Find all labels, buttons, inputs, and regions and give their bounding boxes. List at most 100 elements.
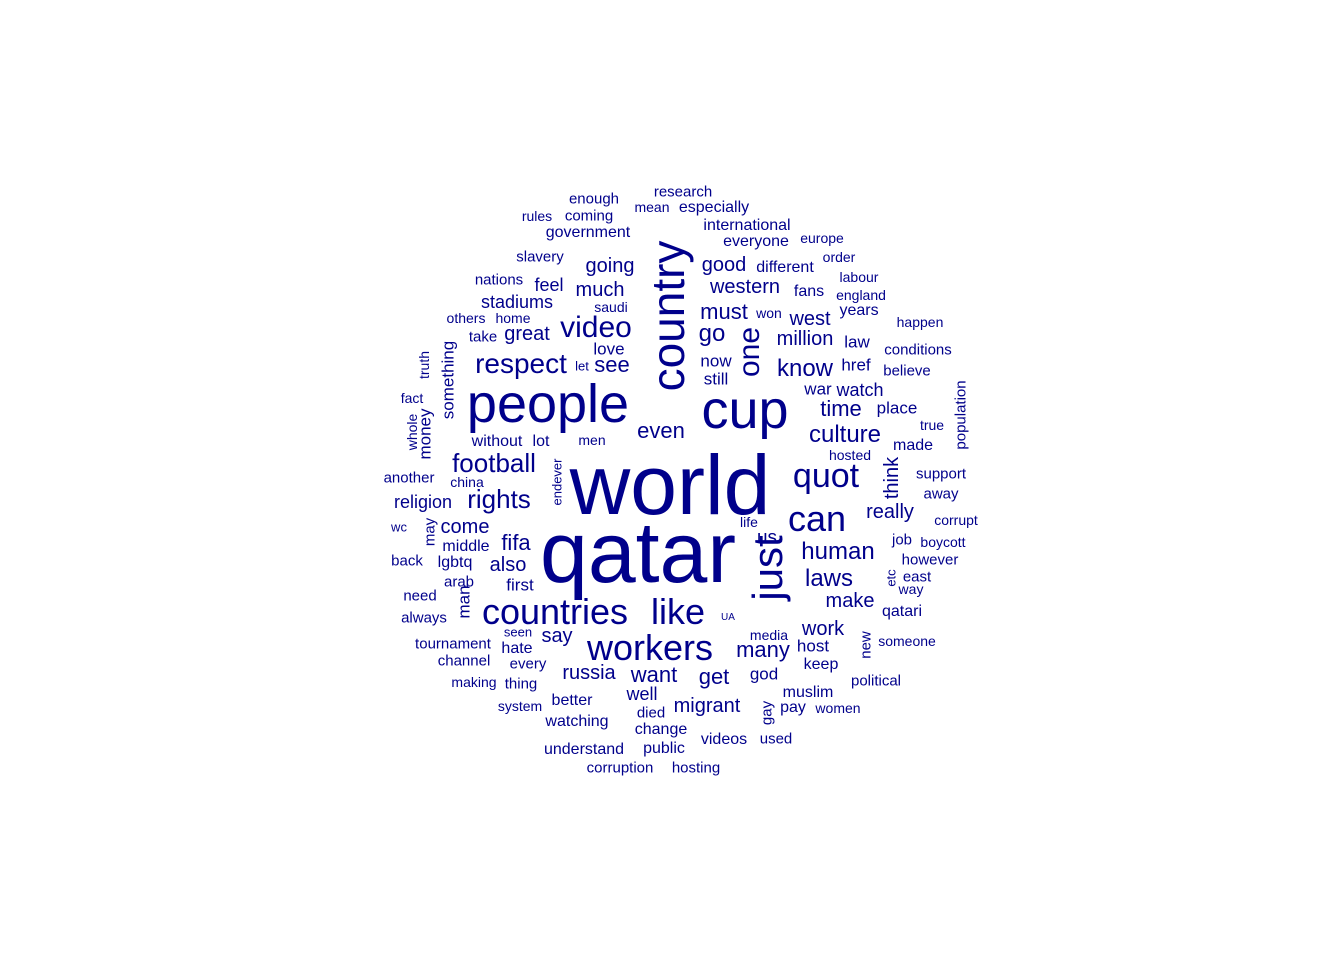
- cloud-word: england: [836, 287, 886, 303]
- cloud-word: qatari: [881, 603, 923, 620]
- cloud-word: come: [440, 516, 490, 538]
- cloud-word: war: [804, 379, 832, 399]
- cloud-word: take: [468, 328, 498, 346]
- cloud-word: job: [891, 531, 913, 549]
- cloud-word: arab: [443, 573, 475, 591]
- cloud-word: like: [650, 591, 706, 632]
- cloud-word: back: [391, 552, 423, 570]
- cloud-word: conditions: [884, 341, 952, 359]
- cloud-word: etc: [883, 569, 899, 587]
- cloud-word: also: [489, 554, 527, 576]
- cloud-word: everyone: [723, 233, 789, 250]
- cloud-word: gay: [758, 700, 776, 726]
- cloud-word: many: [736, 637, 790, 662]
- cloud-word: qatar: [539, 505, 737, 601]
- cloud-word: nations: [474, 271, 524, 289]
- cloud-word: first: [506, 575, 534, 595]
- cloud-word: respect: [475, 348, 567, 379]
- cloud-word: watching: [545, 713, 609, 730]
- cloud-word: government: [545, 224, 631, 241]
- cloud-word: understand: [543, 741, 625, 758]
- cloud-word: media: [749, 627, 789, 643]
- cloud-word: UA: [721, 612, 735, 623]
- cloud-word: can: [787, 498, 847, 539]
- cloud-word: labour: [839, 269, 879, 285]
- cloud-word: happen: [896, 314, 944, 330]
- cloud-word: work: [801, 618, 845, 640]
- cloud-word: must: [700, 299, 748, 324]
- cloud-word: us: [756, 527, 778, 549]
- cloud-word: however: [901, 551, 959, 569]
- cloud-word: football: [452, 448, 536, 478]
- cloud-word: truth: [416, 350, 432, 380]
- cloud-word: used: [759, 730, 793, 748]
- cloud-word: political: [850, 672, 902, 690]
- cloud-word: man: [454, 585, 474, 619]
- cloud-word: different: [756, 259, 814, 276]
- cloud-word: international: [703, 217, 791, 234]
- cloud-word: thing: [504, 675, 538, 693]
- cloud-word: fans: [793, 283, 825, 300]
- cloud-word: culture: [808, 421, 882, 448]
- cloud-word: hosted: [828, 447, 872, 463]
- cloud-word: without: [471, 433, 523, 450]
- cloud-word: another: [383, 469, 435, 487]
- cloud-word: population: [952, 380, 970, 450]
- cloud-word: made: [892, 437, 934, 454]
- cloud-word: href: [841, 355, 871, 375]
- cloud-word: country: [642, 240, 694, 392]
- cloud-word: away: [923, 485, 959, 503]
- cloud-word: corrupt: [934, 512, 978, 528]
- cloud-word: laws: [804, 565, 854, 592]
- cloud-word: hosting: [671, 759, 721, 777]
- cloud-word: cup: [701, 380, 789, 440]
- cloud-word: countries: [481, 591, 629, 632]
- cloud-word: died: [636, 704, 666, 722]
- cloud-word: tournament: [415, 635, 491, 653]
- cloud-word: lgbtq: [437, 554, 473, 571]
- cloud-word: religion: [393, 492, 453, 512]
- cloud-word: let: [575, 358, 589, 374]
- cloud-word: world: [569, 438, 771, 532]
- cloud-word: always: [401, 609, 447, 627]
- cloud-word: think: [881, 456, 903, 500]
- cloud-word: every: [509, 655, 547, 673]
- cloud-word: well: [626, 684, 658, 704]
- cloud-word: men: [578, 432, 606, 448]
- cloud-word: migrant: [673, 695, 741, 717]
- cloud-word: pay: [780, 699, 806, 716]
- cloud-word: video: [560, 311, 632, 344]
- cloud-word: boycott: [920, 534, 966, 550]
- cloud-word: endever: [549, 458, 565, 506]
- cloud-word: even: [637, 418, 685, 443]
- cloud-word: quot: [792, 457, 860, 495]
- cloud-word: enough: [568, 190, 620, 208]
- cloud-word: home: [495, 310, 531, 326]
- cloud-word: keep: [803, 656, 839, 673]
- cloud-word: life: [740, 514, 758, 530]
- cloud-word: east: [902, 568, 932, 586]
- cloud-word: system: [497, 698, 543, 714]
- cloud-word: love: [593, 339, 625, 359]
- cloud-word: really: [866, 501, 914, 523]
- cloud-word: videos: [700, 731, 748, 748]
- cloud-word: people: [466, 374, 630, 434]
- cloud-word: someone: [878, 633, 936, 649]
- cloud-word: human: [801, 538, 875, 565]
- cloud-word: stadiums: [480, 292, 554, 312]
- cloud-word: get: [698, 664, 730, 689]
- cloud-word: order: [822, 249, 856, 265]
- cloud-word: russia: [562, 662, 616, 684]
- cloud-word: rules: [521, 208, 553, 224]
- cloud-word: still: [703, 369, 729, 389]
- cloud-word: know: [776, 355, 834, 382]
- cloud-word: making: [451, 674, 497, 690]
- cloud-word: watch: [836, 380, 884, 400]
- cloud-word: make: [825, 590, 875, 612]
- cloud-word: go: [698, 320, 726, 347]
- cloud-word: now: [700, 351, 732, 371]
- cloud-word: better: [551, 692, 593, 709]
- cloud-word: middle: [442, 538, 490, 555]
- cloud-word: million: [776, 328, 834, 350]
